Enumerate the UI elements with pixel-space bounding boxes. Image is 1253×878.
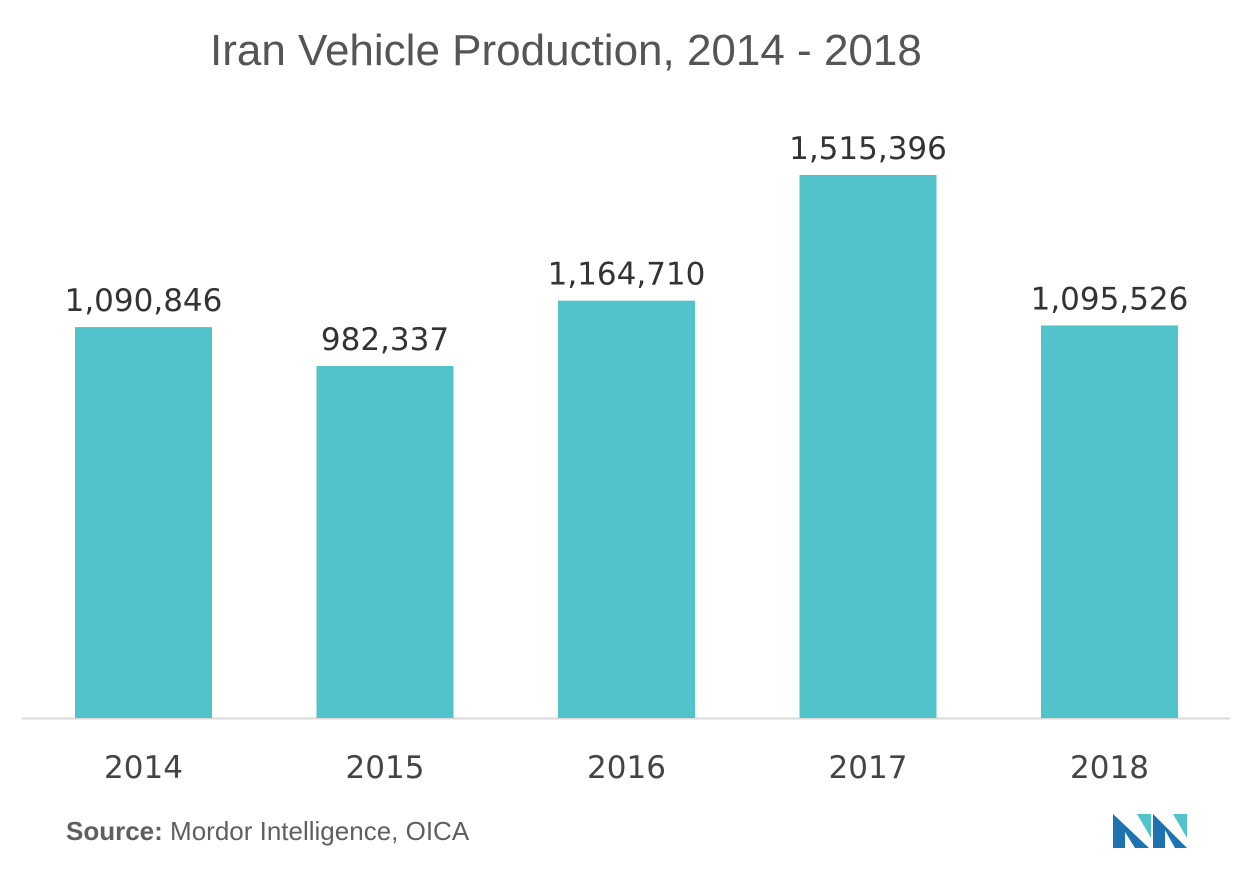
data-label-2016: 1,164,710 [548, 257, 706, 293]
x-tick-label-2014: 2014 [104, 750, 183, 786]
chart-title: Iran Vehicle Production, 2014 - 2018 [210, 26, 922, 75]
source-note: Source: Mordor Intelligence, OICA [66, 816, 469, 847]
bar-chart: 1,090,846 2014 982,337 2015 1,164,710 2016 1,5… [22, 131, 1230, 786]
x-tick-label-2016: 2016 [587, 750, 666, 786]
x-tick-label-2018: 2018 [1070, 750, 1149, 786]
source-label: Source: [66, 816, 163, 846]
x-tick-label-2017: 2017 [829, 750, 908, 786]
x-tick-label-2015: 2015 [346, 750, 425, 786]
bar-2018 [1041, 325, 1178, 718]
data-label-2014: 1,090,846 [65, 283, 223, 319]
bar-2014 [75, 327, 212, 718]
data-label-2018: 1,095,526 [1031, 281, 1189, 317]
bar-2015 [316, 366, 454, 718]
data-label-2015: 982,337 [321, 322, 449, 358]
bar-2016 [558, 300, 695, 718]
mordor-intelligence-logo-icon [1113, 814, 1187, 848]
data-label-2017: 1,515,396 [789, 131, 947, 167]
bar-2017 [799, 175, 937, 718]
source-text: Mordor Intelligence, OICA [162, 816, 470, 846]
